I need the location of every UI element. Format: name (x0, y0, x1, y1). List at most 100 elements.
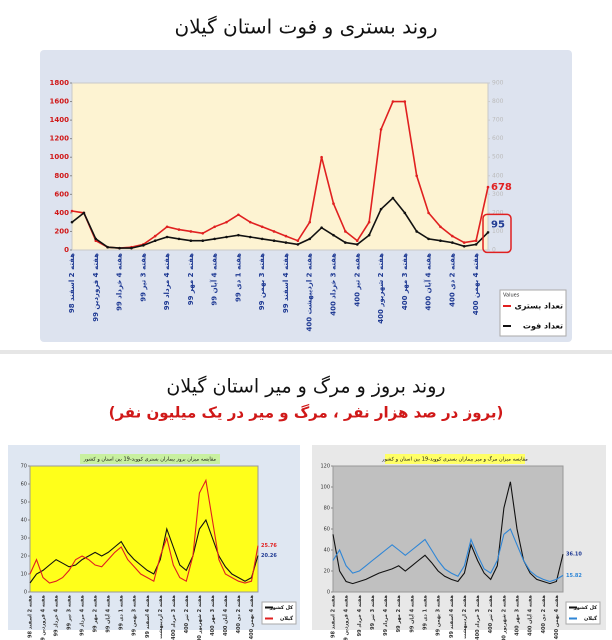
point (474, 243, 478, 246)
x-tick-label: هفته 4 آبان 400 (221, 594, 229, 636)
point (142, 244, 145, 247)
x-tick-label: هفته 1 دی 99 (119, 594, 125, 630)
y2-tick-label: 400 (492, 172, 504, 179)
y-tick-label: 1600 (50, 98, 70, 106)
y-tick-label: 60 (324, 527, 330, 533)
legend-label: کل کشور (269, 605, 293, 611)
y2-tick-label: 900 (492, 80, 504, 87)
point (308, 220, 312, 224)
x-tick-label: هفته 2 مهر 99 (93, 594, 99, 632)
y2-tick-label: 200 (492, 209, 504, 216)
y-tick-label: 200 (54, 227, 69, 235)
legend-label: گیلان (280, 615, 293, 622)
x-tick-label: هفته 3 مهر 400 (401, 253, 409, 310)
point (272, 230, 276, 233)
y-tick-label: 20 (324, 569, 330, 575)
y-tick-label: 1400 (50, 116, 70, 124)
x-tick-label: هفته 4 آبان 99 (407, 594, 415, 632)
section-subtitle: (بروز در صد هزار نفر ، مرگ و میر در یک م… (109, 404, 504, 422)
point (391, 196, 395, 200)
x-tick-label: هفته 4 مرداد 99 (383, 594, 389, 635)
y-tick-label: 70 (21, 464, 27, 470)
point (427, 211, 430, 215)
x-tick-label: هفته 4 مرداد 99 (80, 594, 86, 635)
point (403, 100, 407, 103)
x-tick-label: هفته 2 اردیبهشت 400 (306, 253, 314, 332)
point (106, 245, 109, 249)
series-line (29, 478, 259, 584)
series-line (71, 196, 489, 249)
point (130, 246, 133, 250)
point (272, 239, 276, 243)
point (439, 239, 442, 243)
x-tick-label: هفته 3 خرداد 400 (171, 594, 177, 639)
point (201, 232, 205, 235)
legend-label: گیلان (584, 615, 597, 622)
right-plot-area (332, 465, 564, 593)
x-tick-label: هفته 2 شهریور 400 (501, 594, 507, 640)
point (332, 202, 335, 205)
x-tick-label: هفته 4 فروردین 99 (41, 594, 47, 640)
y-tick-label: 60 (21, 482, 27, 488)
x-tick-label: هفته 3 بهمن 99 (258, 253, 266, 310)
y2-tick-label: 500 (492, 154, 504, 161)
x-tick-label: هفته 4 خرداد 99 (357, 594, 363, 636)
x-tick-label: هفته 2 اردیبهشت 400 (158, 594, 164, 640)
chart-title: روند بستری و فوت استان گیلان (175, 15, 438, 39)
point (260, 225, 264, 229)
point (284, 241, 288, 244)
point (201, 239, 205, 243)
point (94, 237, 98, 241)
point (248, 220, 252, 224)
point (415, 174, 418, 178)
y-tick-label: 600 (54, 190, 69, 198)
x-tick-label: هفته 4 خرداد 99 (116, 253, 124, 311)
x-tick-label: هفته 3 تیر 99 (370, 594, 376, 629)
x-tick-label: هفته 2 مهر 99 (396, 594, 402, 632)
x-tick-label: هفته 3 مهر 400 (515, 594, 521, 635)
x-tick-label: هفته 4 آبان 99 (210, 253, 219, 306)
x-tick-label: هفته 4 مرداد 99 (163, 253, 171, 310)
point (462, 241, 466, 244)
y-tick-label: 30 (21, 536, 27, 542)
point (296, 239, 300, 243)
point (427, 237, 430, 241)
legend-title: Values (503, 293, 520, 299)
point (379, 128, 383, 131)
x-tick-label: هفته 2 مهر 99 (187, 253, 195, 305)
x-tick-label: هفته 4 بهمن 400 (554, 594, 560, 639)
x-tick-label: هفته 3 تیر 99 (67, 594, 73, 629)
point (462, 244, 466, 248)
end-value-label: 25.76 (261, 543, 277, 549)
point (153, 239, 157, 243)
x-tick-label: هفته 1 دی 99 (423, 594, 429, 630)
x-tick-label: هفته 4 خرداد 99 (54, 594, 60, 636)
point (332, 233, 335, 237)
y-tick-label: 800 (54, 172, 69, 180)
top-plot-area (71, 82, 489, 251)
point (367, 220, 371, 224)
series-line (332, 528, 564, 583)
x-tick-label: هفته 2 اردیبهشت 400 (462, 594, 468, 640)
y-tick-label: 0 (64, 246, 69, 254)
x-tick-label: هفته 4 اسفند 99 (145, 594, 151, 638)
end-value-label: 678 (491, 182, 512, 193)
point (284, 234, 288, 238)
point (213, 225, 216, 229)
point (474, 239, 478, 243)
y2-tick-label: 700 (492, 117, 504, 124)
point (391, 100, 395, 103)
y-tick-label: 1800 (50, 79, 70, 87)
y-tick-label: 1000 (50, 153, 70, 161)
x-tick-label: هفته 3 بهمن 99 (132, 594, 138, 635)
x-tick-label: هفته 3 تیر 99 (139, 253, 147, 302)
point (415, 230, 418, 233)
x-tick-label: هفته 3 مهر 400 (210, 594, 216, 635)
x-tick-label: هفته 2 اسفند 98 (68, 253, 76, 313)
x-tick-label: هفته 4 اسفند 99 (449, 594, 455, 638)
x-tick-label: هفته 3 خرداد 400 (329, 253, 337, 316)
point (486, 231, 490, 234)
point (225, 235, 228, 239)
y-tick-label: 50 (21, 500, 27, 506)
